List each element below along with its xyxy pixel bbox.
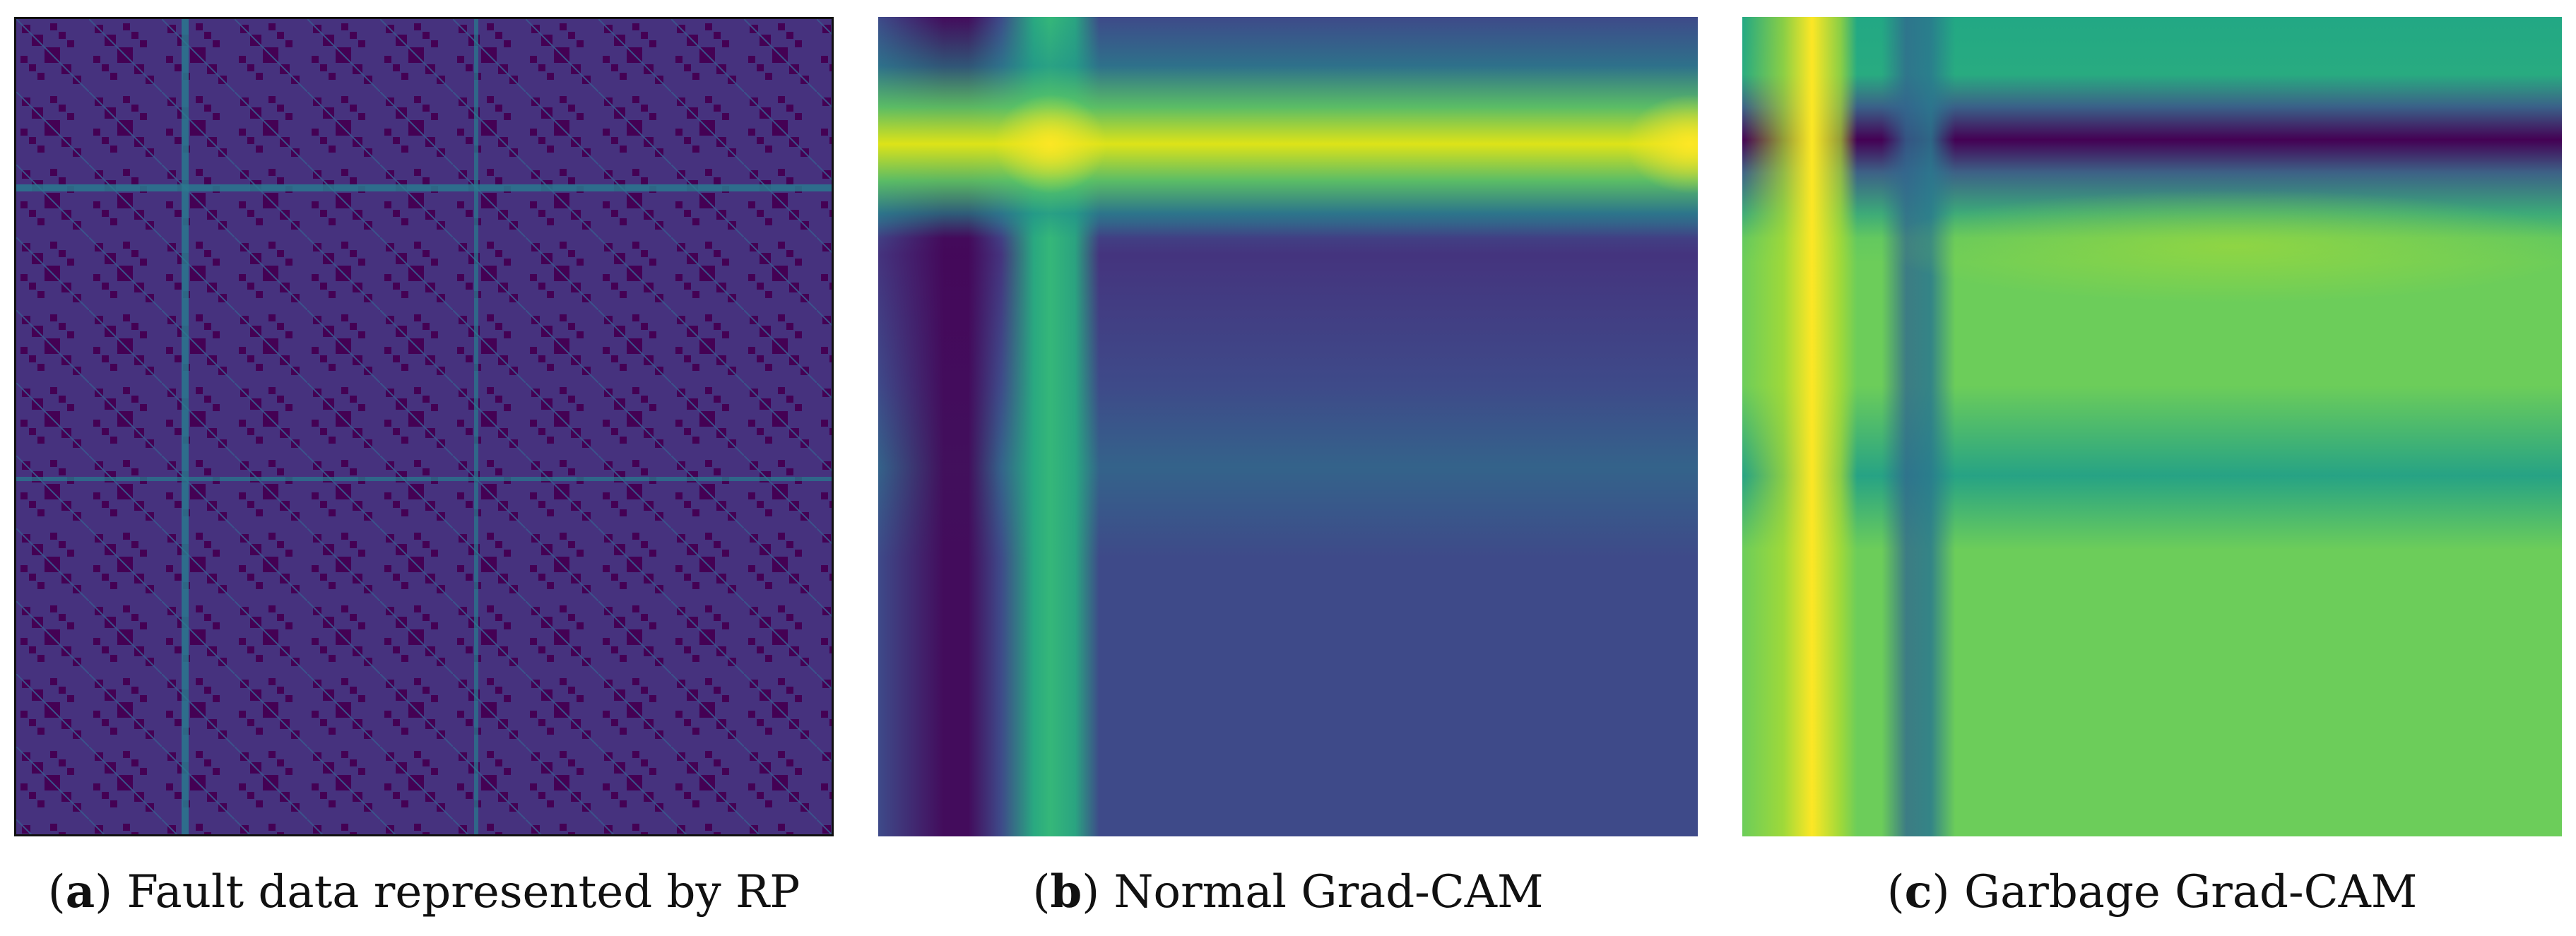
normal-grad-cam-heatmap bbox=[878, 17, 1698, 836]
caption-b-text: Normal Grad-CAM bbox=[1099, 866, 1544, 918]
heatmap-hotspot bbox=[878, 17, 1698, 836]
caption-a-letter: (a) bbox=[47, 865, 113, 918]
recurrence-plot-svg bbox=[16, 19, 832, 834]
caption-c-text: Garbage Grad-CAM bbox=[1949, 866, 2418, 918]
caption-a: (a) Fault data represented by RP bbox=[0, 860, 848, 924]
recurrence-plot-image bbox=[14, 17, 834, 836]
caption-a-text: Fault data represented by RP bbox=[112, 866, 800, 918]
caption-b: (b) Normal Grad-CAM bbox=[864, 860, 1712, 924]
caption-c: (c) Garbage Grad-CAM bbox=[1728, 860, 2576, 924]
heatmap-soft-upper-right bbox=[1742, 17, 2562, 836]
caption-c-letter: (c) bbox=[1886, 865, 1950, 918]
recurrence-grid-lines bbox=[16, 19, 832, 834]
garbage-grad-cam-heatmap bbox=[1742, 17, 2562, 836]
caption-b-letter: (b) bbox=[1032, 865, 1100, 918]
